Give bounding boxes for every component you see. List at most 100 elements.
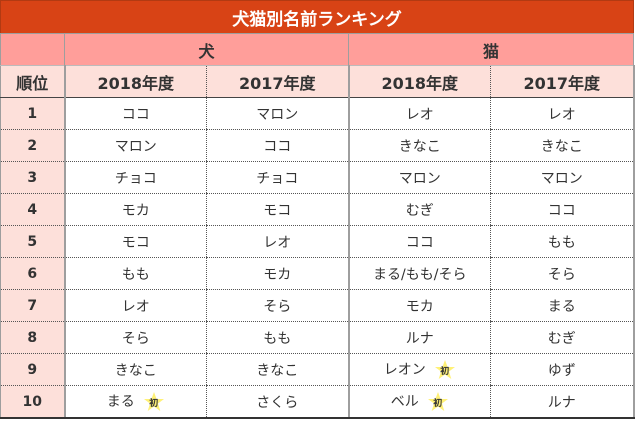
cat-2018-cell: マロン — [347, 161, 491, 194]
cell-text: モカ — [263, 266, 292, 283]
rank-cell: 1 — [0, 97, 66, 130]
cell-text: ココ — [263, 138, 292, 155]
cat-2017-cell: もも — [489, 225, 635, 258]
table-row: 5 モコ レオ ココ もも — [0, 225, 635, 258]
cell-text: まる — [547, 298, 576, 315]
cat-2018-cell: モカ — [347, 289, 491, 322]
cell-text: もも — [547, 234, 576, 251]
cell-text: まる — [106, 394, 135, 410]
cell-text: ゆず — [547, 362, 576, 379]
dog-2018-cell: マロン — [64, 129, 207, 162]
cell-text: むぎ — [405, 202, 434, 219]
table-row: 4 モカ モコ むぎ ココ — [0, 193, 635, 226]
new-entry-star-icon: 初 — [143, 392, 165, 412]
cell-text: きなこ — [540, 138, 583, 155]
new-badge-label: 初 — [149, 399, 159, 409]
dog-2018-cell: モコ — [64, 225, 207, 258]
cat-2018-cell: まる/もも/そら — [347, 257, 491, 290]
cell-text: さくら — [256, 394, 299, 411]
cat-2017-cell: ルナ — [489, 385, 635, 419]
dog-2017-cell: マロン — [206, 97, 349, 130]
table-row: 9 きなこ きなこ レオン 初 ゆず — [0, 353, 635, 386]
dog-2017-cell: きなこ — [206, 353, 349, 386]
dog-2018-cell: レオ — [64, 289, 207, 322]
rank-column-header: 順位 — [0, 65, 66, 98]
cell-text: 3 — [27, 169, 38, 186]
cell-text: そら — [547, 266, 576, 283]
cell-text: むぎ — [547, 330, 576, 347]
cell-text: マロン — [114, 138, 157, 155]
cat-2017-cell: ココ — [489, 193, 635, 226]
rank-cell: 4 — [0, 193, 66, 226]
cat-2018-header: 2018年度 — [347, 65, 491, 98]
cat-2018-cell: ベル 初 — [347, 385, 491, 419]
cat-2017-cell: まる — [489, 289, 635, 322]
cell-text: チョコ — [114, 170, 157, 187]
rank-group-header — [0, 33, 65, 66]
cell-text: 1 — [27, 105, 38, 122]
table-row: 10 まる 初 さくら ベル 初 ルナ — [0, 385, 635, 419]
cell-text: ココ — [547, 202, 576, 219]
dog-2017-cell: レオ — [206, 225, 349, 258]
cell-text: 10 — [22, 393, 42, 410]
dog-2017-cell: さくら — [206, 385, 349, 419]
cat-2018-cell: ルナ — [347, 321, 491, 354]
ranking-body: 1 ココ マロン レオ レオ 2 マロン ココ きなこ きなこ 3 チョコ チョ… — [0, 97, 635, 419]
cell-text: モコ — [121, 234, 150, 251]
dog-group-header: 犬 — [64, 33, 349, 66]
table-row: 3 チョコ チョコ マロン マロン — [0, 161, 635, 194]
cell-text: マロン — [540, 170, 583, 187]
cat-group-header: 猫 — [347, 33, 635, 66]
dog-2018-cell: チョコ — [64, 161, 207, 194]
dog-2018-cell: モカ — [64, 193, 207, 226]
dog-2017-header: 2017年度 — [206, 65, 349, 98]
dog-2018-cell: もも — [64, 257, 207, 290]
cell-text: 8 — [27, 329, 38, 346]
cell-text: きなこ — [114, 362, 157, 379]
new-badge-label: 初 — [433, 399, 443, 409]
cell-text: もも — [263, 330, 292, 347]
cat-2018-cell: レオ — [347, 97, 491, 130]
cell-text: 9 — [27, 361, 38, 378]
cell-text: モカ — [405, 298, 434, 315]
cell-text: ベル — [390, 394, 419, 410]
cell-text: きなこ — [256, 362, 299, 379]
cell-text: マロン — [398, 170, 441, 187]
cell-text: モカ — [121, 202, 150, 219]
cat-2017-cell: ゆず — [489, 353, 635, 386]
cell-text: レオ — [121, 298, 150, 315]
cell-text: マロン — [256, 106, 299, 123]
dog-2017-cell: もも — [206, 321, 349, 354]
cat-2018-cell: むぎ — [347, 193, 491, 226]
dog-2018-header: 2018年度 — [64, 65, 207, 98]
dog-2018-cell: そら — [64, 321, 207, 354]
table-row: 7 レオ そら モカ まる — [0, 289, 635, 322]
cell-text: きなこ — [398, 138, 441, 155]
dog-2017-cell: そら — [206, 289, 349, 322]
cat-2018-cell: レオン 初 — [347, 353, 491, 386]
dog-2017-cell: モカ — [206, 257, 349, 290]
rank-cell: 2 — [0, 129, 66, 162]
cell-text: レオ — [547, 106, 576, 123]
table-row: 6 もも モカ まる/もも/そら そら — [0, 257, 635, 290]
cell-text: レオン — [383, 362, 426, 378]
cat-2017-cell: きなこ — [489, 129, 635, 162]
cell-text: そら — [263, 298, 292, 315]
rank-cell: 8 — [0, 321, 66, 354]
cell-text: そら — [121, 330, 150, 347]
cat-2017-cell: そら — [489, 257, 635, 290]
cell-text: 2 — [27, 137, 38, 154]
cell-text: レオ — [263, 234, 292, 251]
cell-text: ルナ — [405, 330, 434, 347]
cell-text: ルナ — [547, 394, 576, 411]
cell-text: 7 — [27, 297, 38, 314]
cat-2018-cell: きなこ — [347, 129, 491, 162]
rank-cell: 6 — [0, 257, 66, 290]
table-row: 1 ココ マロン レオ レオ — [0, 97, 635, 130]
cell-text: 5 — [27, 233, 38, 250]
cat-2017-header: 2017年度 — [489, 65, 635, 98]
dog-2017-cell: チョコ — [206, 161, 349, 194]
rank-cell: 7 — [0, 289, 66, 322]
new-badge-label: 初 — [440, 367, 450, 377]
cell-text: ココ — [405, 234, 434, 251]
